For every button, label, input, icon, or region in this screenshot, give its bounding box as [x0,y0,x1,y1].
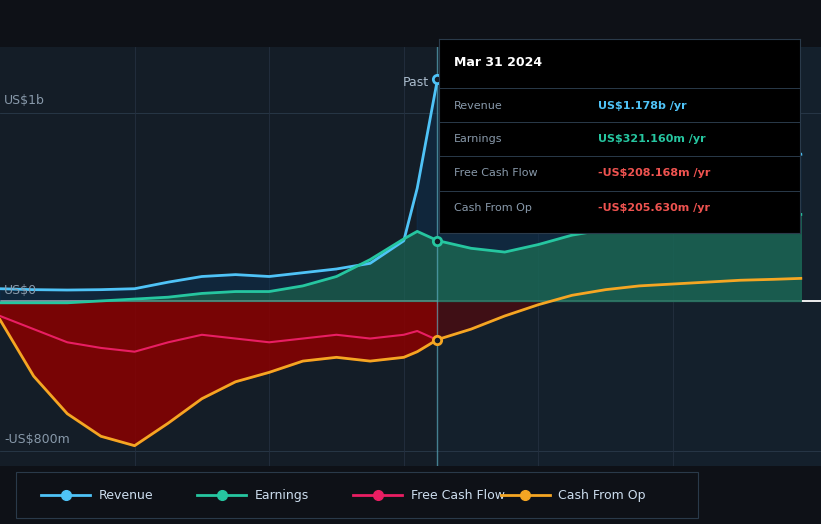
Text: Analysts Forecasts: Analysts Forecasts [446,77,562,90]
Text: -US$205.630m /yr: -US$205.630m /yr [599,203,710,213]
Text: Revenue: Revenue [454,101,502,111]
Text: US$1.178b /yr: US$1.178b /yr [599,101,687,111]
Text: Free Cash Flow: Free Cash Flow [454,168,537,178]
Text: US$0: US$0 [4,284,37,297]
Text: Earnings: Earnings [255,489,309,501]
Text: -US$208.168m /yr: -US$208.168m /yr [599,168,710,178]
Text: Free Cash Flow: Free Cash Flow [410,489,504,501]
Text: Cash From Op: Cash From Op [454,203,531,213]
Text: Earnings: Earnings [454,134,502,144]
Text: US$1b: US$1b [4,94,45,107]
Bar [438,47,821,466]
Text: Cash From Op: Cash From Op [558,489,646,501]
Text: Revenue: Revenue [99,489,154,501]
Text: Past: Past [403,77,429,90]
Text: Mar 31 2024: Mar 31 2024 [454,56,542,69]
Text: US$321.160m /yr: US$321.160m /yr [599,134,706,144]
Text: -US$800m: -US$800m [4,433,70,446]
